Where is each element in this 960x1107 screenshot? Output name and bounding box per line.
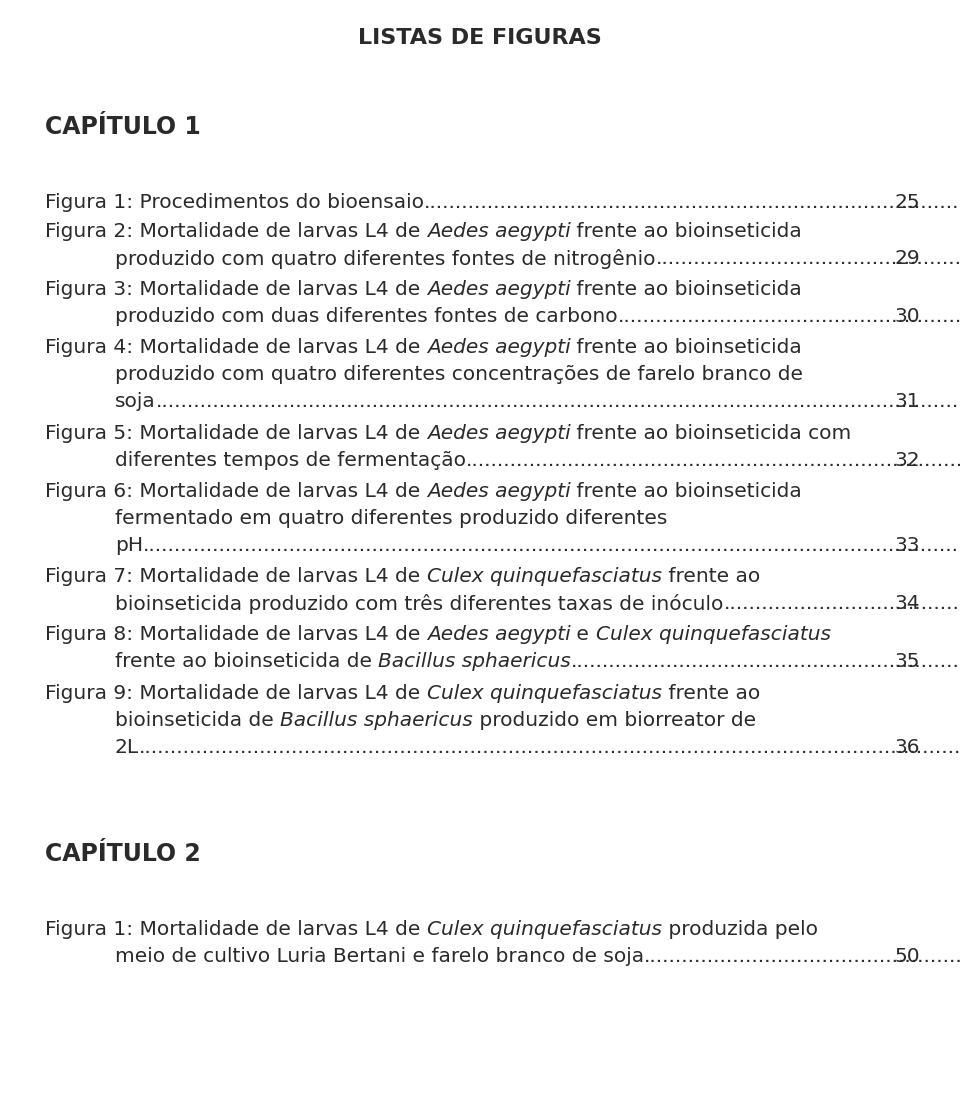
Text: ................................................................................: ........................................… — [571, 652, 960, 671]
Text: Aedes aegypti: Aedes aegypti — [426, 280, 570, 299]
Text: Culex quinquefasciatus: Culex quinquefasciatus — [427, 920, 661, 939]
Text: Figura 3: Mortalidade de larvas L4 de: Figura 3: Mortalidade de larvas L4 de — [45, 280, 426, 299]
Text: 30: 30 — [895, 307, 920, 325]
Text: Aedes aegypti: Aedes aegypti — [427, 223, 570, 241]
Text: frente ao bioinseticida: frente ao bioinseticida — [570, 223, 803, 241]
Text: meio de cultivo Luria Bertani e farelo branco de soja: meio de cultivo Luria Bertani e farelo b… — [115, 946, 644, 966]
Text: 36: 36 — [895, 738, 920, 757]
Text: 2L: 2L — [115, 738, 139, 757]
Text: Figura 9: Mortalidade de larvas L4 de: Figura 9: Mortalidade de larvas L4 de — [45, 684, 426, 703]
Text: produzido com quatro diferentes fontes de nitrogênio: produzido com quatro diferentes fontes d… — [115, 249, 656, 269]
Text: Culex quinquefasciatus: Culex quinquefasciatus — [426, 684, 661, 703]
Text: frente ao: frente ao — [661, 567, 760, 586]
Text: Figura 6: Mortalidade de larvas L4 de: Figura 6: Mortalidade de larvas L4 de — [45, 482, 426, 501]
Text: Figura 7: Mortalidade de larvas L4 de: Figura 7: Mortalidade de larvas L4 de — [45, 567, 426, 586]
Text: produzido com quatro diferentes concentrações de farelo branco de: produzido com quatro diferentes concentr… — [115, 365, 803, 384]
Text: produzido em biorreator de: produzido em biorreator de — [473, 711, 756, 730]
Text: ................................................................................: ........................................… — [724, 594, 960, 613]
Text: Bacillus sphaericus: Bacillus sphaericus — [378, 652, 571, 671]
Text: 34: 34 — [895, 594, 920, 613]
Text: Aedes aegypti: Aedes aegypti — [426, 482, 570, 501]
Text: soja: soja — [115, 392, 156, 411]
Text: 31: 31 — [895, 392, 920, 411]
Text: ................................................................................: ........................................… — [156, 392, 960, 411]
Text: Figura 1: Mortalidade de larvas L4 de: Figura 1: Mortalidade de larvas L4 de — [45, 920, 427, 939]
Text: ................................................................................: ........................................… — [466, 451, 960, 470]
Text: frente ao bioinseticida com: frente ao bioinseticida com — [570, 424, 852, 443]
Text: frente ao bioinseticida: frente ao bioinseticida — [570, 280, 803, 299]
Text: frente ao bioinseticida de: frente ao bioinseticida de — [115, 652, 378, 671]
Text: Culex quinquefasciatus: Culex quinquefasciatus — [596, 625, 830, 644]
Text: Figura 5: Mortalidade de larvas L4 de: Figura 5: Mortalidade de larvas L4 de — [45, 424, 426, 443]
Text: 50: 50 — [895, 946, 920, 966]
Text: produzido com duas diferentes fontes de carbono: produzido com duas diferentes fontes de … — [115, 307, 617, 325]
Text: ................................................................................: ........................................… — [139, 738, 960, 757]
Text: pH: pH — [115, 536, 143, 555]
Text: Aedes aegypti: Aedes aegypti — [427, 338, 570, 356]
Text: e: e — [570, 625, 596, 644]
Text: Figura 2: Mortalidade de larvas L4 de: Figura 2: Mortalidade de larvas L4 de — [45, 223, 427, 241]
Text: frente ao: frente ao — [661, 684, 760, 703]
Text: 25: 25 — [895, 193, 920, 213]
Text: Aedes aegypti: Aedes aegypti — [426, 424, 570, 443]
Text: ................................................................................: ........................................… — [617, 307, 960, 325]
Text: diferentes tempos de fermentação: diferentes tempos de fermentação — [115, 451, 466, 470]
Text: CAPÍTULO 1: CAPÍTULO 1 — [45, 115, 201, 139]
Text: Bacillus sphaericus: Bacillus sphaericus — [280, 711, 473, 730]
Text: Culex quinquefasciatus: Culex quinquefasciatus — [426, 567, 661, 586]
Text: produzida pelo: produzida pelo — [661, 920, 818, 939]
Text: CAPÍTULO 2: CAPÍTULO 2 — [45, 842, 201, 866]
Text: Figura 8: Mortalidade de larvas L4 de: Figura 8: Mortalidade de larvas L4 de — [45, 625, 427, 644]
Text: ................................................................................: ........................................… — [644, 946, 960, 966]
Text: ................................................................................: ........................................… — [424, 193, 960, 213]
Text: 35: 35 — [895, 652, 920, 671]
Text: bioinseticida produzido com três diferentes taxas de inóculo: bioinseticida produzido com três diferen… — [115, 594, 724, 614]
Text: Figura 1: Procedimentos do bioensaio: Figura 1: Procedimentos do bioensaio — [45, 193, 424, 213]
Text: ................................................................................: ........................................… — [656, 249, 960, 268]
Text: fermentado em quatro diferentes produzido diferentes: fermentado em quatro diferentes produzid… — [115, 509, 667, 528]
Text: frente ao bioinseticida: frente ao bioinseticida — [570, 338, 803, 356]
Text: 33: 33 — [895, 536, 920, 555]
Text: LISTAS DE FIGURAS: LISTAS DE FIGURAS — [358, 28, 602, 48]
Text: Figura 4: Mortalidade de larvas L4 de: Figura 4: Mortalidade de larvas L4 de — [45, 338, 427, 356]
Text: bioinseticida de: bioinseticida de — [115, 711, 280, 730]
Text: Aedes aegypti: Aedes aegypti — [427, 625, 570, 644]
Text: 29: 29 — [895, 249, 920, 268]
Text: frente ao bioinseticida: frente ao bioinseticida — [570, 482, 803, 501]
Text: ................................................................................: ........................................… — [143, 536, 960, 555]
Text: 32: 32 — [895, 451, 920, 470]
